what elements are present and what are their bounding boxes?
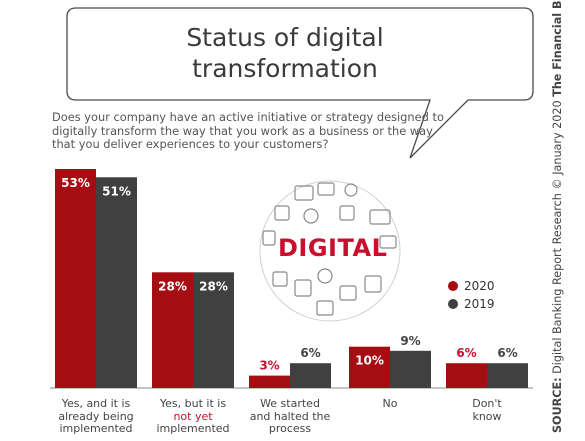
source-note: SOURCE: Digital Banking Report Research …	[551, 0, 581, 433]
category-label-2-line-0: We started	[260, 397, 320, 410]
bar-2019-4	[487, 363, 528, 388]
digital-circle-graphic	[259, 180, 401, 322]
data-label-2020-0: 53%	[61, 176, 90, 190]
category-label-3: No	[342, 397, 438, 411]
data-label-2019-4: 6%	[497, 346, 517, 360]
data-label-2019-3: 9%	[400, 334, 420, 348]
monitor-icon	[369, 209, 391, 225]
bar-2020-1	[152, 272, 193, 388]
category-label-0-line-0: Yes, and it is	[61, 397, 131, 410]
category-label-1-line-1: not yet	[173, 409, 213, 423]
source-prefix: SOURCE:	[551, 377, 564, 433]
bar-2020-0	[55, 169, 96, 388]
calculator-icon	[294, 279, 312, 297]
data-label-2020-3: 10%	[355, 354, 384, 368]
category-label-4-line-0: Don't	[472, 397, 502, 410]
source-text: Digital Banking Report Research © Januar…	[551, 96, 564, 378]
chart-title: Status of digital transformation	[122, 22, 448, 84]
category-label-3-line-0: No	[382, 397, 398, 410]
legend-label-2019: 2019	[464, 297, 495, 311]
data-label-2020-2: 3%	[259, 359, 279, 373]
data-label-2020-1: 28%	[158, 279, 187, 293]
category-label-1-line-2: implemented	[156, 422, 230, 435]
database-icon	[379, 235, 397, 249]
gear-icon	[303, 208, 319, 224]
network-icon	[317, 268, 333, 284]
legend-swatch-2020	[448, 281, 458, 291]
category-label-4: Don't know	[439, 397, 535, 423]
bar-2019-1	[193, 272, 234, 388]
legend-item-2019: 2019	[448, 295, 495, 313]
bar-2020-3	[349, 346, 390, 388]
legend-label-2020: 2020	[464, 279, 495, 293]
category-label-0-line-1: already being	[58, 409, 134, 423]
legend-item-2020: 2020	[448, 277, 495, 295]
legend: 2020 2019	[448, 277, 495, 313]
cloud-icon	[339, 205, 355, 221]
data-label-2019-1: 28%	[199, 279, 228, 293]
category-label-1: Yes, but it is not yet implemented	[145, 397, 241, 436]
document-icon	[316, 300, 334, 316]
survey-question: Does your company have an active initiat…	[52, 110, 444, 151]
globe-icon	[344, 183, 358, 197]
legend-swatch-2019	[448, 299, 458, 309]
bar-2019-2	[290, 363, 331, 388]
title-line-1: Status of digital	[186, 23, 384, 52]
bar-2020-2	[249, 375, 290, 388]
server-icon	[262, 230, 276, 246]
bar-2019-3	[390, 350, 431, 388]
bar-2020-4	[446, 363, 487, 388]
bubble-outline	[66, 7, 534, 159]
phone-icon	[272, 271, 288, 287]
data-label-2020-4: 6%	[456, 346, 476, 360]
browser-icon	[339, 285, 357, 301]
laptop-icon	[294, 185, 314, 201]
grid-icon	[364, 275, 382, 293]
title-line-2: transformation	[192, 54, 378, 83]
data-label-2019-0: 51%	[102, 184, 131, 198]
source-brand: The Financial Brand	[551, 0, 564, 97]
category-label-2: We started and halted the process	[242, 397, 338, 436]
category-label-2-line-1: and halted the	[249, 409, 331, 423]
category-label-4-line-1: know	[472, 409, 502, 423]
bar-2019-0	[96, 177, 137, 388]
category-label-1-line-0: Yes, but it is	[159, 397, 227, 410]
video-icon	[317, 182, 335, 196]
category-label-2-line-2: process	[268, 422, 312, 435]
category-label-0-line-2: implemented	[59, 422, 133, 435]
data-label-2019-2: 6%	[300, 346, 320, 360]
digital-word: DIGITAL	[278, 234, 388, 262]
category-label-0: Yes, and it is already being implemented	[48, 397, 144, 436]
chip-icon	[274, 205, 290, 221]
